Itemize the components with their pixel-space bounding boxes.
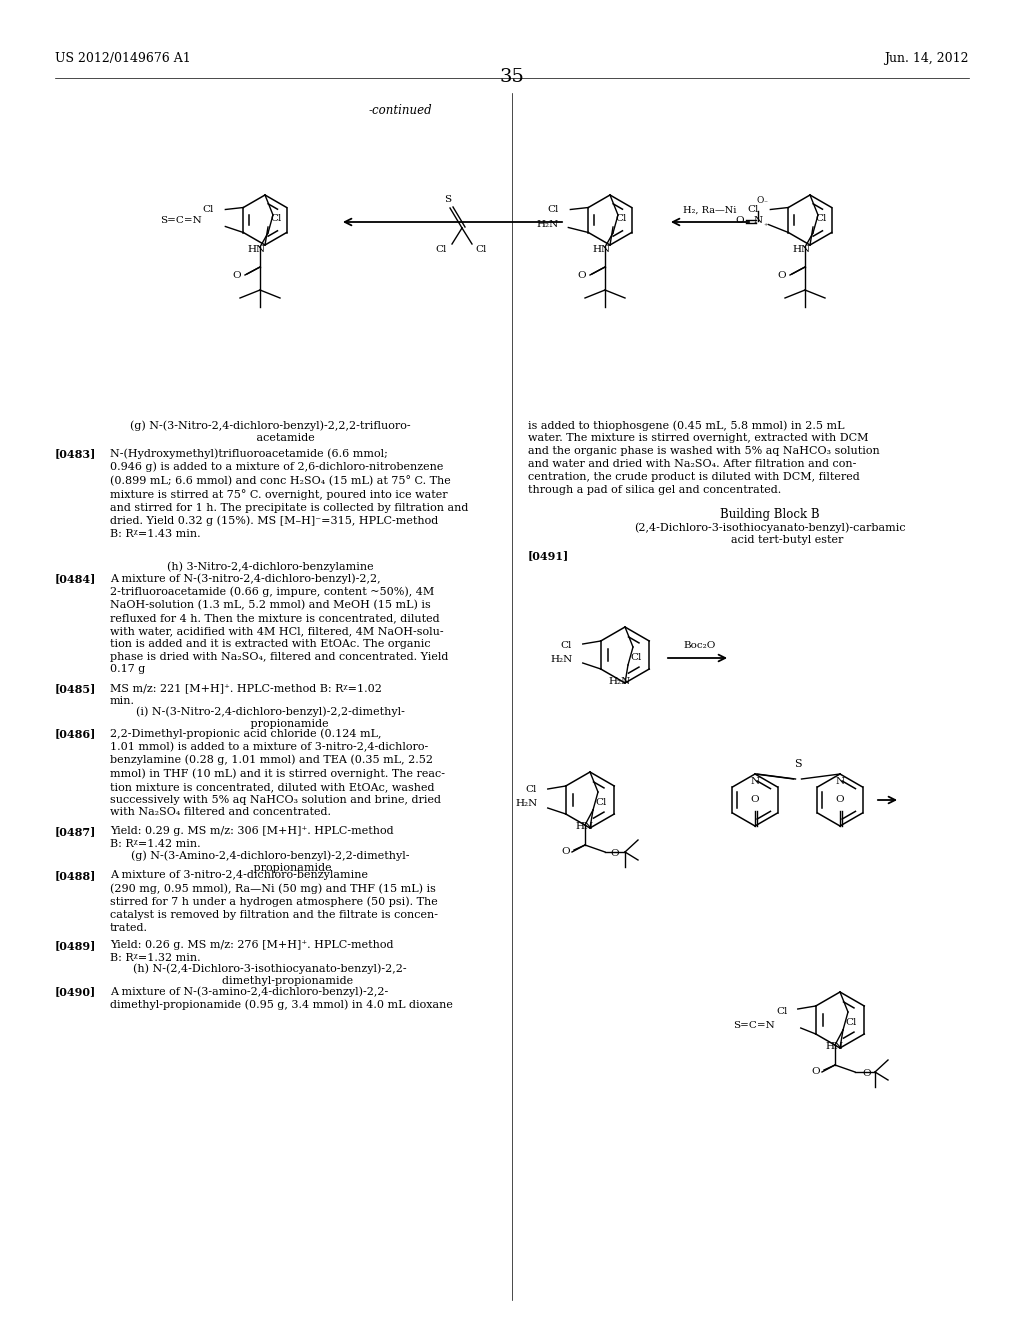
- Text: Cl: Cl: [475, 246, 486, 255]
- Text: 2,2-Dimethyl-propionic acid chloride (0.124 mL,
1.01 mmol) is added to a mixture: 2,2-Dimethyl-propionic acid chloride (0.…: [110, 729, 445, 817]
- Text: Cl: Cl: [746, 205, 759, 214]
- Text: is added to thiophosgene (0.45 mL, 5.8 mmol) in 2.5 mL
water. The mixture is sti: is added to thiophosgene (0.45 mL, 5.8 m…: [528, 420, 880, 495]
- Text: Building Block B: Building Block B: [720, 508, 820, 521]
- Text: Cl: Cl: [595, 799, 606, 807]
- Text: ⁻: ⁻: [763, 201, 767, 209]
- Text: (g) N-(3-Nitro-2,4-dichloro-benzyl)-2,2,2-trifluoro-
         acetamide: (g) N-(3-Nitro-2,4-dichloro-benzyl)-2,2,…: [130, 420, 411, 444]
- Text: HN: HN: [248, 246, 266, 253]
- Text: N: N: [751, 777, 760, 785]
- Text: O: O: [232, 271, 242, 280]
- Text: O: O: [578, 271, 587, 280]
- Text: (2,4-Dichloro-3-isothiocyanato-benzyl)-carbamic
          acid tert-butyl ester: (2,4-Dichloro-3-isothiocyanato-benzyl)-c…: [634, 521, 906, 545]
- Text: ⁺: ⁺: [763, 223, 767, 231]
- Text: [0485]: [0485]: [55, 682, 96, 694]
- Text: Cl: Cl: [615, 214, 627, 223]
- Text: HN: HN: [793, 246, 811, 253]
- Text: -continued: -continued: [369, 104, 432, 117]
- Text: H₂N: H₂N: [551, 655, 572, 664]
- Text: O: O: [757, 195, 764, 205]
- Text: US 2012/0149676 A1: US 2012/0149676 A1: [55, 51, 190, 65]
- Text: A mixture of N-(3-nitro-2,4-dichloro-benzyl)-2,2,
2-trifluoroacetamide (0.66 g, : A mixture of N-(3-nitro-2,4-dichloro-ben…: [110, 573, 449, 675]
- Text: [0487]: [0487]: [55, 826, 96, 837]
- Text: Cl: Cl: [547, 205, 558, 214]
- Text: [0490]: [0490]: [55, 986, 96, 997]
- Text: Cl: Cl: [630, 653, 641, 663]
- Text: [0483]: [0483]: [55, 447, 96, 459]
- Text: O: O: [812, 1068, 820, 1077]
- Text: (h) 3-Nitro-2,4-dichloro-benzylamine: (h) 3-Nitro-2,4-dichloro-benzylamine: [167, 561, 374, 572]
- Text: H₂N: H₂N: [515, 800, 538, 808]
- Text: A mixture of 3-nitro-2,4-dichloro-benzylamine
(290 mg, 0.95 mmol), Ra—Ni (50 mg): A mixture of 3-nitro-2,4-dichloro-benzyl…: [110, 870, 438, 933]
- Text: O: O: [751, 795, 760, 804]
- Text: O: O: [777, 271, 786, 280]
- Text: H₂, Ra—Ni: H₂, Ra—Ni: [683, 206, 736, 215]
- Text: Cl: Cl: [270, 214, 282, 223]
- Text: S: S: [444, 195, 452, 205]
- Text: S: S: [794, 759, 802, 770]
- Text: H₂N: H₂N: [537, 220, 558, 228]
- Text: Cl: Cl: [845, 1018, 856, 1027]
- Text: O: O: [735, 216, 743, 224]
- Text: Yield: 0.29 g. MS m/z: 306 [M+H]⁺. HPLC-method
B: Rᵡ=1.42 min.: Yield: 0.29 g. MS m/z: 306 [M+H]⁺. HPLC-…: [110, 826, 393, 849]
- Text: H₂N: H₂N: [609, 677, 631, 686]
- Text: N: N: [836, 777, 845, 785]
- Text: MS m/z: 221 [M+H]⁺. HPLC-method B: Rᵡ=1.02
min.: MS m/z: 221 [M+H]⁺. HPLC-method B: Rᵡ=1.…: [110, 682, 382, 706]
- Text: (h) N-(2,4-Dichloro-3-isothiocyanato-benzyl)-2,2-
          dimethyl-propionamid: (h) N-(2,4-Dichloro-3-isothiocyanato-ben…: [133, 964, 407, 986]
- Text: HN: HN: [575, 822, 594, 832]
- Text: [0489]: [0489]: [55, 940, 96, 950]
- Text: Cl: Cl: [815, 214, 826, 223]
- Text: O: O: [836, 795, 845, 804]
- Text: HN: HN: [593, 246, 611, 253]
- Text: [0491]: [0491]: [528, 550, 569, 561]
- Text: [0486]: [0486]: [55, 729, 96, 739]
- Text: (g) N-(3-Amino-2,4-dichloro-benzyl)-2,2-dimethyl-
             propionamide: (g) N-(3-Amino-2,4-dichloro-benzyl)-2,2-…: [131, 850, 410, 874]
- Text: HN: HN: [826, 1041, 844, 1051]
- Text: Cl: Cl: [525, 785, 537, 795]
- Text: A mixture of N-(3-amino-2,4-dichloro-benzyl)-2,2-
dimethyl-propionamide (0.95 g,: A mixture of N-(3-amino-2,4-dichloro-ben…: [110, 986, 453, 1010]
- Text: Cl: Cl: [435, 246, 447, 255]
- Text: Cl: Cl: [560, 640, 571, 649]
- Text: Yield: 0.26 g. MS m/z: 276 [M+H]⁺. HPLC-method
B: Rᵡ=1.32 min.: Yield: 0.26 g. MS m/z: 276 [M+H]⁺. HPLC-…: [110, 940, 393, 962]
- Text: O: O: [862, 1069, 870, 1078]
- Text: Cl: Cl: [776, 1006, 787, 1015]
- Text: Boc₂O: Boc₂O: [684, 642, 716, 649]
- Text: N-(Hydroxymethyl)trifluoroacetamide (6.6 mmol;
0.946 g) is added to a mixture of: N-(Hydroxymethyl)trifluoroacetamide (6.6…: [110, 447, 468, 539]
- Text: O: O: [610, 850, 618, 858]
- Text: S=C=N: S=C=N: [161, 216, 202, 224]
- Text: O: O: [562, 847, 570, 857]
- Text: 35: 35: [500, 69, 524, 86]
- Text: [0488]: [0488]: [55, 870, 96, 880]
- Text: N: N: [754, 216, 763, 224]
- Text: S=C=N: S=C=N: [733, 1022, 774, 1031]
- Text: Jun. 14, 2012: Jun. 14, 2012: [885, 51, 969, 65]
- Text: Cl: Cl: [202, 205, 213, 214]
- Text: [0484]: [0484]: [55, 573, 96, 583]
- Text: (i) N-(3-Nitro-2,4-dichloro-benzyl)-2,2-dimethyl-
           propionamide: (i) N-(3-Nitro-2,4-dichloro-benzyl)-2,2-…: [135, 706, 404, 730]
